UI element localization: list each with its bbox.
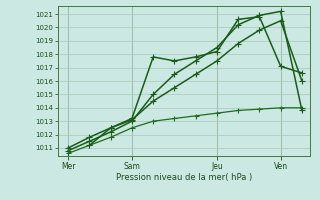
X-axis label: Pression niveau de la mer( hPa ): Pression niveau de la mer( hPa ) xyxy=(116,173,252,182)
